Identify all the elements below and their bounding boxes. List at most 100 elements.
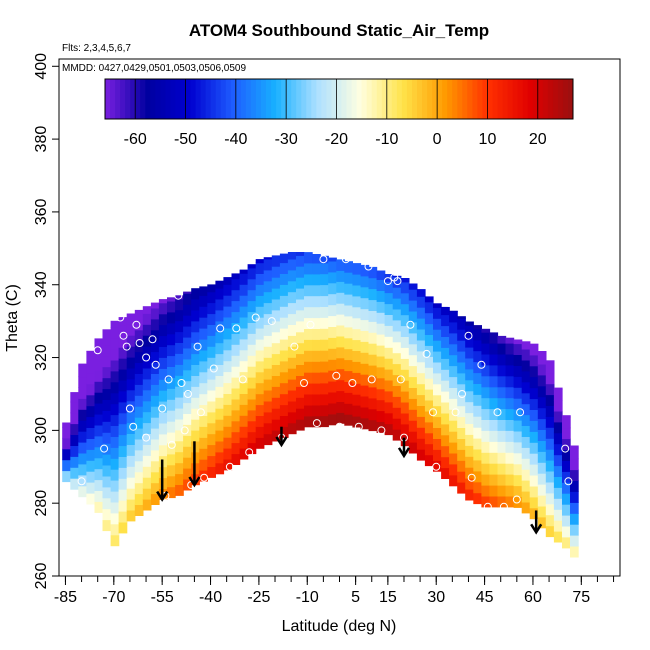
field-cell — [400, 423, 410, 436]
field-cell — [215, 451, 225, 464]
field-cell — [545, 492, 555, 505]
colorbar-segment — [437, 79, 443, 119]
field-cell — [352, 372, 362, 384]
field-cell — [433, 383, 442, 396]
field-cell — [352, 405, 362, 417]
field-cell — [175, 451, 184, 464]
observation-point — [196, 408, 205, 417]
field-cell — [360, 363, 370, 375]
field-cell — [102, 355, 112, 368]
field-cell — [449, 452, 458, 465]
field-cell — [424, 378, 434, 390]
field-cell — [328, 392, 337, 404]
field-cell — [424, 323, 434, 335]
field-cell — [513, 398, 523, 410]
field-cell — [320, 415, 329, 428]
arrow-head — [530, 523, 543, 535]
field-cell — [142, 455, 152, 467]
field-cell — [255, 404, 265, 416]
field-cell — [183, 326, 192, 338]
field-cell — [279, 393, 289, 406]
colorbar-segment — [291, 79, 297, 119]
field-cell — [287, 280, 297, 293]
field-cell — [134, 406, 144, 418]
field-cell — [231, 442, 241, 455]
field-cell — [175, 397, 184, 409]
field-cell — [433, 361, 442, 374]
field-cell — [441, 325, 450, 337]
field-cell — [94, 479, 104, 491]
field-cell — [465, 368, 474, 381]
field-cell — [207, 284, 216, 293]
field-cell — [279, 262, 289, 274]
field-cell — [424, 312, 434, 325]
field-cell — [433, 427, 442, 439]
field-cell — [457, 316, 466, 319]
field-cell — [465, 489, 474, 501]
field-cell — [94, 370, 104, 382]
field-cell — [86, 449, 96, 461]
field-cell — [158, 412, 168, 424]
field-cell — [231, 398, 241, 411]
field-cell — [102, 443, 112, 455]
field-cell — [223, 327, 233, 340]
colorbar-segment — [245, 79, 252, 119]
observation-point — [458, 390, 466, 398]
field-cell — [352, 263, 362, 275]
observation-point — [216, 324, 225, 333]
field-cell — [86, 350, 96, 352]
field-cell — [449, 420, 458, 432]
observation-point — [383, 277, 392, 286]
field-cell — [207, 302, 216, 315]
field-cell — [360, 319, 370, 331]
field-cell — [408, 332, 418, 345]
field-cell — [110, 491, 120, 503]
field-cell — [175, 429, 184, 442]
field-cell — [392, 308, 402, 321]
field-cell — [473, 427, 482, 439]
field-cell — [320, 317, 329, 329]
colorbar-segment — [351, 79, 358, 119]
field-cell — [263, 280, 273, 293]
field-cell — [320, 284, 329, 297]
field-cell — [344, 261, 353, 273]
colorbar-segment — [190, 79, 196, 119]
field-cell — [199, 306, 208, 318]
observation-point — [348, 379, 357, 387]
observation-point — [209, 364, 218, 373]
field-cell — [416, 339, 426, 352]
colorbar-segment — [406, 79, 413, 119]
field-cell — [513, 474, 523, 487]
field-cell — [408, 409, 418, 421]
field-cell — [263, 346, 273, 358]
field-cell — [126, 335, 136, 347]
field-cell — [247, 377, 257, 389]
field-cell — [408, 376, 418, 388]
colorbar-segment — [552, 79, 559, 119]
colorbar-tick-label: -10 — [375, 131, 398, 148]
field-cell — [167, 322, 176, 335]
field-cell — [570, 458, 579, 471]
field-cell — [167, 399, 176, 411]
field-cell — [553, 465, 563, 477]
field-cell — [62, 422, 71, 428]
field-cell — [537, 396, 547, 409]
field-cell — [223, 295, 233, 307]
field-cell — [537, 418, 547, 430]
colorbar-segment — [442, 79, 448, 119]
field-cell — [473, 470, 482, 483]
field-cell — [465, 434, 474, 446]
field-cell — [94, 457, 104, 470]
field-cell — [320, 255, 329, 264]
field-cell — [150, 318, 160, 331]
field-cell — [408, 398, 418, 410]
field-cell — [562, 415, 571, 418]
colorbar-segment — [432, 79, 438, 119]
observation-point — [483, 502, 492, 511]
field-cell — [118, 478, 128, 490]
field-cell — [134, 362, 144, 374]
field-cell — [150, 340, 160, 353]
colorbar-segment — [261, 79, 267, 119]
field-cell — [416, 289, 426, 297]
field-cell — [481, 364, 491, 377]
